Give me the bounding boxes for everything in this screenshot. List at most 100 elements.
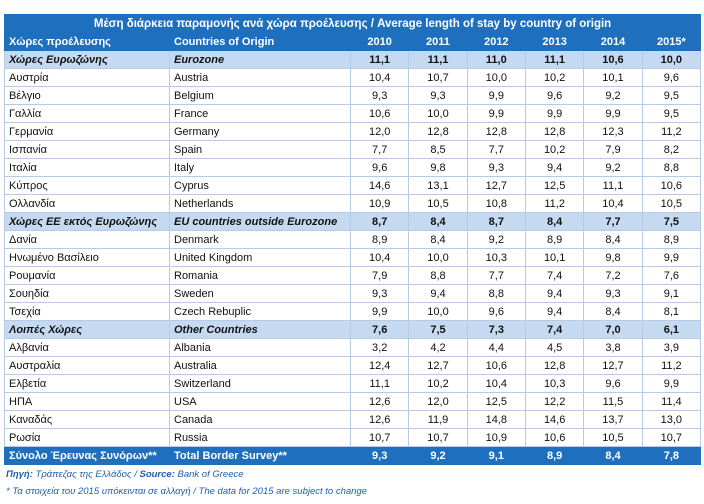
- stay-value-cell: 10,0: [408, 302, 468, 321]
- country-name-english: Cyprus: [169, 176, 351, 195]
- table-row: Γαλλία France 10,6 10,0 9,9 9,9 9,9 9,5: [4, 104, 702, 123]
- stay-value-cell: 7,9: [349, 266, 410, 285]
- stay-value-cell: 10,2: [524, 68, 585, 87]
- stay-value-cell: 11,5: [583, 392, 643, 411]
- stay-value-cell: 8,8: [408, 266, 468, 285]
- country-name-english: Netherlands: [169, 194, 351, 213]
- stay-value-cell: 10,4: [349, 248, 410, 267]
- country-name-greek: Σύνολο Έρευνας Συνόρων**: [4, 446, 170, 465]
- stay-value-cell: 7,9: [583, 140, 643, 159]
- stay-value-cell: 9,9: [349, 302, 410, 321]
- stay-value-cell: 6,1: [641, 320, 702, 339]
- stay-value-cell: 3,2: [349, 338, 410, 357]
- stay-value-cell: 11,0: [466, 50, 526, 69]
- country-name-greek: Δανία: [4, 230, 170, 249]
- stay-value-cell: 9,8: [408, 158, 468, 177]
- stay-value-cell: 12,5: [466, 392, 526, 411]
- country-name-greek: Κύπρος: [4, 176, 170, 195]
- country-name-english: Spain: [169, 140, 351, 159]
- country-name-english: Denmark: [169, 230, 351, 249]
- country-name-english: Russia: [169, 428, 351, 447]
- stay-value-cell: 10,3: [466, 248, 526, 267]
- stay-value-cell: 11,1: [583, 176, 643, 195]
- stay-value-cell: 4,4: [466, 338, 526, 357]
- stay-value-cell: 12,2: [524, 392, 585, 411]
- stay-value-cell: 8,8: [641, 158, 702, 177]
- stay-value-cell: 10,6: [641, 176, 702, 195]
- stay-value-cell: 12,6: [349, 410, 410, 429]
- table-row: Ολλανδία Netherlands 10,9 10,5 10,8 11,2 10,4 1…: [4, 194, 702, 213]
- stay-value-cell: 9,9: [466, 86, 526, 105]
- table-row: Γερμανία Germany 12,0 12,8 12,8 12,8 12,3 11,2: [4, 122, 702, 141]
- stay-value-cell: 8,7: [349, 212, 410, 231]
- footnote: * Τα στοιχεία του 2015 υπόκεινται σε αλλ…: [6, 486, 367, 497]
- group-row: Χώρες Ευρωζώνης Eurozone 11,1 11,1 11,0 11,1 1…: [4, 50, 702, 69]
- table-row: Ηνωμένο Βασίλειο United Kingdom 10,4 10,0 10…: [4, 248, 702, 267]
- stay-value-cell: 13,1: [408, 176, 468, 195]
- stay-value-cell: 10,5: [408, 194, 468, 213]
- stay-value-cell: 9,3: [349, 446, 410, 465]
- table-row: Καναδάς Canada 12,6 11,9 14,8 14,6 13,7 13,0: [4, 410, 702, 429]
- stay-value-cell: 3,8: [583, 338, 643, 357]
- country-name-greek: Αυστραλία: [4, 356, 170, 375]
- stay-value-cell: 9,5: [641, 86, 702, 105]
- stay-value-cell: 10,0: [641, 50, 702, 69]
- table-row: Δανία Denmark 8,9 8,4 9,2 8,9 8,4 8,9: [4, 230, 702, 249]
- stay-value-cell: 14,6: [524, 410, 585, 429]
- stay-value-cell: 8,4: [583, 230, 643, 249]
- stay-value-cell: 9,6: [641, 68, 702, 87]
- country-name-english: Czech Rebuplic: [169, 302, 351, 321]
- stay-value-cell: 12,7: [466, 176, 526, 195]
- stay-value-cell: 4,5: [524, 338, 585, 357]
- stay-value-cell: 12,8: [524, 356, 585, 375]
- stay-value-cell: 10,6: [524, 428, 585, 447]
- stay-value-cell: 12,0: [349, 122, 410, 141]
- stay-value-cell: 11,1: [349, 374, 410, 393]
- table-row: Ελβετία Switzerland 11,1 10,2 10,4 10,3 9,6 9,9: [4, 374, 702, 393]
- stay-value-cell: 9,3: [349, 86, 410, 105]
- table-row: Αυστραλία Australia 12,4 12,7 10,6 12,8 12,7 11…: [4, 356, 702, 375]
- stay-value-cell: 9,3: [466, 158, 526, 177]
- header-year: 2013: [524, 32, 585, 51]
- table-row: Κύπρος Cyprus 14,6 13,1 12,7 12,5 11,1 10,6: [4, 176, 702, 195]
- stay-value-cell: 10,2: [408, 374, 468, 393]
- country-name-english: Austria: [169, 68, 351, 87]
- table-row: Ρωσία Russia 10,7 10,7 10,9 10,6 10,5 10,7: [4, 428, 702, 447]
- stay-value-cell: 9,9: [583, 104, 643, 123]
- length-of-stay-table: Μέση διάρκεια παραμονής ανά χώρα προέλευ…: [3, 14, 702, 465]
- stay-value-cell: 12,5: [524, 176, 585, 195]
- stay-value-cell: 10,5: [641, 194, 702, 213]
- stay-value-cell: 10,2: [524, 140, 585, 159]
- stay-value-cell: 10,7: [408, 428, 468, 447]
- stay-value-cell: 12,3: [583, 122, 643, 141]
- country-name-greek: Αλβανία: [4, 338, 170, 357]
- stay-value-cell: 8,8: [466, 284, 526, 303]
- stay-value-cell: 12,0: [408, 392, 468, 411]
- stay-value-cell: 12,7: [408, 356, 468, 375]
- table-row: Βέλγιο Belgium 9,3 9,3 9,9 9,6 9,2 9,5: [4, 86, 702, 105]
- stay-value-cell: 10,8: [466, 194, 526, 213]
- stay-value-cell: 10,5: [583, 428, 643, 447]
- stay-value-cell: 7,5: [408, 320, 468, 339]
- source-line: Πηγή: Τράπεζας της Ελλάδος / Source: Ban…: [6, 469, 244, 480]
- stay-value-cell: 12,7: [583, 356, 643, 375]
- stay-value-cell: 8,4: [408, 230, 468, 249]
- country-name-english: Italy: [169, 158, 351, 177]
- country-name-greek: Τσεχία: [4, 302, 170, 321]
- stay-value-cell: 9,6: [466, 302, 526, 321]
- stay-value-cell: 12,6: [349, 392, 410, 411]
- stay-value-cell: 12,4: [349, 356, 410, 375]
- stay-value-cell: 10,6: [466, 356, 526, 375]
- country-name-english: Total Border Survey**: [169, 446, 351, 465]
- stay-value-cell: 8,9: [641, 230, 702, 249]
- country-name-english: Sweden: [169, 284, 351, 303]
- stay-value-cell: 10,0: [466, 68, 526, 87]
- stay-value-cell: 10,6: [583, 50, 643, 69]
- stay-value-cell: 9,9: [641, 374, 702, 393]
- stay-value-cell: 9,4: [524, 284, 585, 303]
- header-year: 2011: [408, 32, 468, 51]
- stay-value-cell: 10,7: [349, 428, 410, 447]
- stay-value-cell: 7,3: [466, 320, 526, 339]
- stay-value-cell: 8,4: [583, 446, 643, 465]
